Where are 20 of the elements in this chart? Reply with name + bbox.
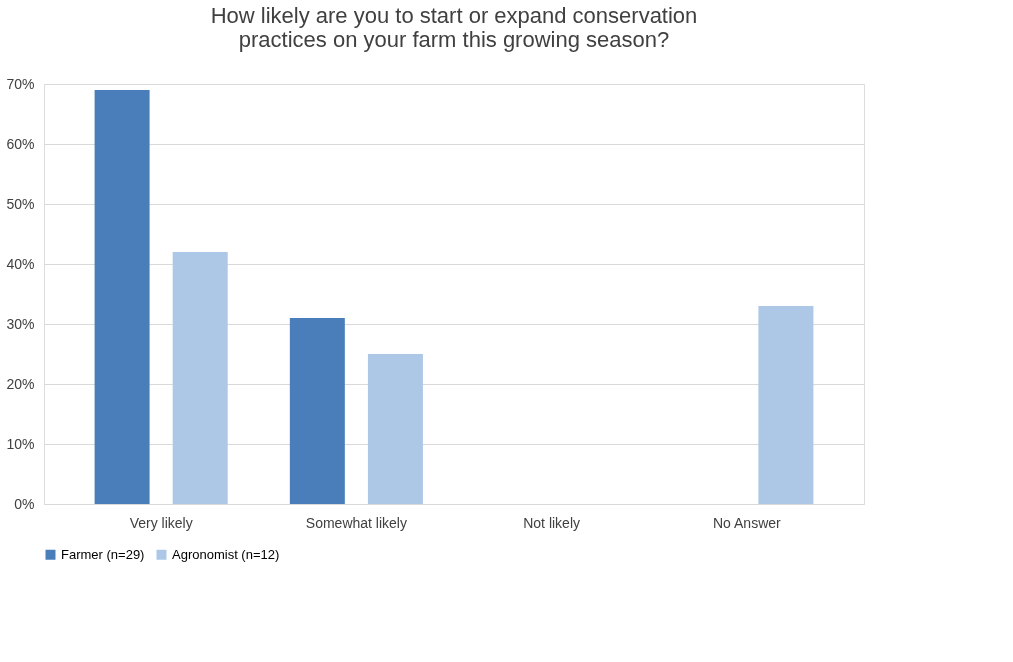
x-tick-label: Not likely <box>523 514 581 531</box>
bar <box>94 90 150 504</box>
y-tick-label: 50% <box>6 195 35 212</box>
y-tick-label: 60% <box>6 135 35 152</box>
legend-label: Farmer (n=29) <box>61 546 145 562</box>
y-tick-label: 40% <box>6 255 35 272</box>
x-tick-label: No Answer <box>713 514 782 531</box>
y-tick-label: 70% <box>6 75 35 92</box>
bar <box>172 252 228 504</box>
y-tick-label: 20% <box>6 375 35 392</box>
y-tick-label: 0% <box>14 495 35 512</box>
x-tick-label: Somewhat likely <box>305 514 407 531</box>
bar <box>289 318 345 504</box>
bar <box>367 354 423 504</box>
x-tick-label: Very likely <box>129 514 193 531</box>
legend-label: Agronomist (n=12) <box>172 546 280 562</box>
bar <box>758 306 814 504</box>
chart-title: How likely are you to start or expand conservation practices on your farm this growing season? <box>210 3 698 52</box>
y-tick-label: 10% <box>6 435 35 452</box>
y-tick-label: 30% <box>6 315 35 332</box>
